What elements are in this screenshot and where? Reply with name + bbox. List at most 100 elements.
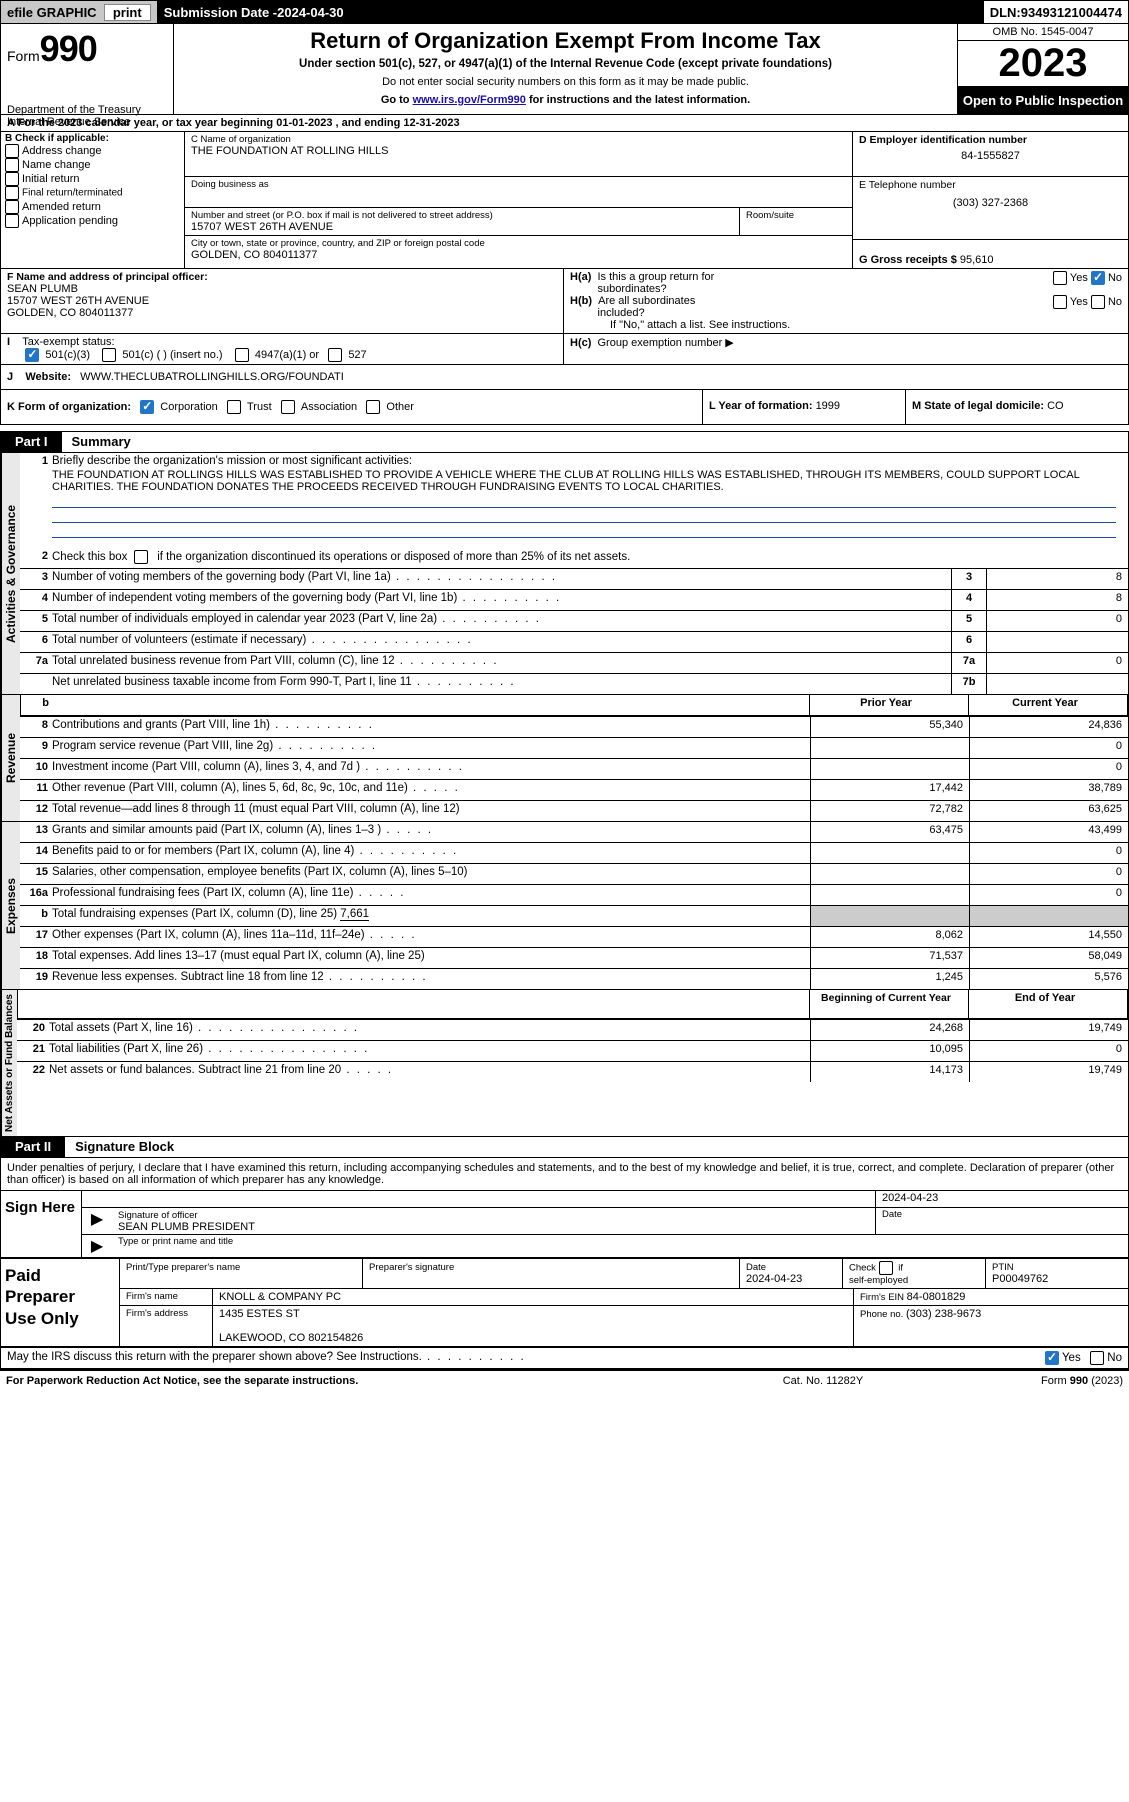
checkbox-4947[interactable] [235, 348, 249, 362]
officer-name: SEAN PLUMB [7, 283, 557, 295]
open-to-public: Open to Public Inspection [958, 87, 1128, 114]
c-city-label: City or town, state or province, country… [191, 238, 846, 249]
checkbox-corp[interactable] [140, 400, 154, 414]
hdr-prior: Prior Year [809, 695, 968, 715]
prep-row-1: Firm's name KNOLL & COMPANY PC Firm's EI… [120, 1289, 1128, 1306]
exp-13-c: 43,499 [969, 822, 1128, 842]
exp-19-p: 1,245 [810, 969, 969, 989]
checkbox-other[interactable] [366, 400, 380, 414]
prep-ptin-cell: PTINP00049762 [986, 1259, 1128, 1288]
sig-arrow-1: ▶ [82, 1208, 112, 1234]
form-title: Return of Organization Exempt From Incom… [180, 28, 951, 54]
org-city: GOLDEN, CO 804011377 [191, 249, 846, 261]
checkbox-final-return[interactable] [5, 186, 19, 200]
checkbox-amended[interactable] [5, 200, 19, 214]
submission-label: Submission Date - [164, 5, 277, 20]
gov-7a-val: 0 [987, 653, 1128, 673]
form-header: Form990 Department of the Treasury Inter… [0, 24, 1129, 115]
part-2-title: Signature Block [65, 1137, 1128, 1157]
c-name-label: C Name of organization [191, 134, 846, 145]
exp-16b-p [810, 906, 969, 926]
prep-ptin-val: P00049762 [992, 1273, 1048, 1285]
rev-9-desc: Program service revenue (Part VIII, line… [52, 738, 810, 758]
exp-13: 13Grants and similar amounts paid (Part … [20, 822, 1128, 842]
website-value: WWW.THECLUBATROLLINGHILLS.ORG/FOUNDATI [80, 371, 344, 383]
checkbox-assoc[interactable] [281, 400, 295, 414]
checkbox-app-pending[interactable] [5, 214, 19, 228]
header-left: Form990 Department of the Treasury Inter… [1, 24, 174, 114]
net-22-p: 14,173 [810, 1062, 969, 1082]
line1-label: Briefly describe the organization's miss… [52, 455, 412, 467]
gov-line-4: 4 Number of independent voting members o… [20, 589, 1128, 610]
row-f-h: F Name and address of principal officer:… [0, 268, 1129, 334]
d-ein-cell: D Employer identification number 84-1555… [853, 132, 1128, 177]
row-j: J Website: WWW.THECLUBATROLLINGHILLS.ORG… [0, 365, 1129, 390]
gov-content: 1 Briefly describe the organization's mi… [20, 453, 1128, 694]
dln-cell: DLN: 93493121004474 [984, 1, 1128, 23]
checkbox-discuss-no[interactable] [1090, 1351, 1104, 1365]
g-gross-cell: G Gross receipts $ 95,610 [853, 240, 1128, 268]
exp-14-p [810, 843, 969, 863]
col-d: D Employer identification number 84-1555… [852, 132, 1128, 268]
prep-row-2: Firm's address 1435 ESTES ST LAKEWOOD, C… [120, 1306, 1128, 1346]
gov-3-desc: Number of voting members of the governin… [52, 569, 951, 589]
checkbox-discontinued[interactable] [134, 550, 148, 564]
checkbox-501c3[interactable] [25, 348, 39, 362]
gov-7b-num [20, 674, 52, 694]
gov-1-desc: Briefly describe the organization's miss… [52, 453, 1128, 548]
dln-value: 93493121004474 [1021, 5, 1122, 20]
state-domicile: CO [1047, 400, 1064, 412]
exp-18-p: 71,537 [810, 948, 969, 968]
checkbox-discuss-yes[interactable] [1045, 1351, 1059, 1365]
prep-ptin-label: PTIN [992, 1262, 1014, 1273]
goto-line: Go to www.irs.gov/Form990 for instructio… [180, 94, 951, 106]
gov-7a-desc: Total unrelated business revenue from Pa… [52, 653, 951, 673]
print-button[interactable]: print [104, 4, 151, 21]
exp-16a: 16aProfessional fundraising fees (Part I… [20, 884, 1128, 905]
l-cell: L Year of formation: 1999 [703, 390, 906, 424]
c-addr-row: Number and street (or P.O. box if mail i… [185, 208, 852, 236]
gov-7b-desc: Net unrelated business taxable income fr… [52, 674, 951, 694]
may-discuss-answers: Yes No [1045, 1351, 1122, 1365]
vlabel-revenue: Revenue [1, 695, 20, 821]
exp-15-p [810, 864, 969, 884]
may-discuss-q: May the IRS discuss this return with the… [7, 1351, 1045, 1365]
prep-firmaddr-label: Firm's address [120, 1306, 213, 1346]
e-label: E Telephone number [859, 179, 1122, 191]
checkbox-trust[interactable] [227, 400, 241, 414]
net-22-c: 19,749 [969, 1062, 1128, 1082]
checkbox-ha-no[interactable] [1091, 271, 1105, 285]
checkbox-501c[interactable] [102, 348, 116, 362]
rev-12: 12Total revenue—add lines 8 through 11 (… [20, 800, 1128, 821]
gov-4-desc: Number of independent voting members of … [52, 590, 951, 610]
net-20-desc: Total assets (Part X, line 16) [49, 1020, 810, 1040]
gov-6-val [987, 632, 1128, 652]
hdr-begin: Beginning of Current Year [809, 990, 968, 1018]
rev-10: 10Investment income (Part VIII, column (… [20, 758, 1128, 779]
c-city-cell: City or town, state or province, country… [185, 236, 852, 263]
exp-16a-c: 0 [969, 885, 1128, 905]
checkbox-hb-no[interactable] [1091, 295, 1105, 309]
h-a-row: H(a) Is this a group return for subordin… [570, 271, 1122, 295]
checkbox-527[interactable] [328, 348, 342, 362]
irs-link[interactable]: www.irs.gov/Form990 [413, 94, 526, 106]
i-o2: 501(c) ( ) (insert no.) [122, 349, 222, 361]
prep-row-0: Print/Type preparer's name Preparer's si… [120, 1259, 1128, 1289]
exp-16a-desc: Professional fundraising fees (Part IX, … [52, 885, 810, 905]
sig-date-val: 2024-04-23 [875, 1191, 1128, 1207]
i-o4: 527 [348, 349, 366, 361]
rev-11: 11Other revenue (Part VIII, column (A), … [20, 779, 1128, 800]
exp-16b-val: 7,661 [340, 908, 369, 921]
checkbox-name-change[interactable] [5, 158, 19, 172]
org-address: 15707 WEST 26TH AVENUE [191, 221, 733, 233]
checkbox-initial-return[interactable] [5, 172, 19, 186]
gov-1-num: 1 [20, 453, 52, 548]
checkbox-ha-yes[interactable] [1053, 271, 1067, 285]
hdr-curr: Current Year [968, 695, 1127, 715]
checkbox-hb-yes[interactable] [1053, 295, 1067, 309]
checkbox-address-change[interactable] [5, 144, 19, 158]
checkbox-self-employed[interactable] [879, 1261, 893, 1275]
exp-18-desc: Total expenses. Add lines 13–17 (must eq… [52, 948, 810, 968]
ssn-note: Do not enter social security numbers on … [180, 76, 951, 88]
row-klm: K Form of organization: Corporation Trus… [0, 390, 1129, 425]
